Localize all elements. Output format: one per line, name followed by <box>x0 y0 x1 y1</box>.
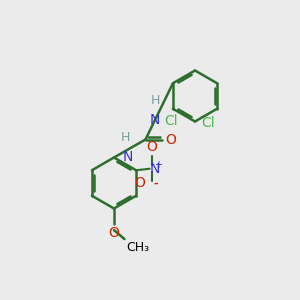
Text: H: H <box>121 131 130 144</box>
Text: O: O <box>146 140 158 154</box>
Text: N: N <box>150 162 160 176</box>
Text: N: N <box>123 150 134 164</box>
Text: Cl: Cl <box>202 116 215 130</box>
Text: H: H <box>151 94 160 107</box>
Text: O: O <box>166 133 176 146</box>
Text: +: + <box>154 160 162 170</box>
Text: O: O <box>109 226 119 240</box>
Text: N: N <box>150 113 160 127</box>
Text: CH₃: CH₃ <box>126 241 149 254</box>
Text: O: O <box>134 176 146 190</box>
Text: Cl: Cl <box>165 114 178 128</box>
Text: -: - <box>153 179 158 189</box>
